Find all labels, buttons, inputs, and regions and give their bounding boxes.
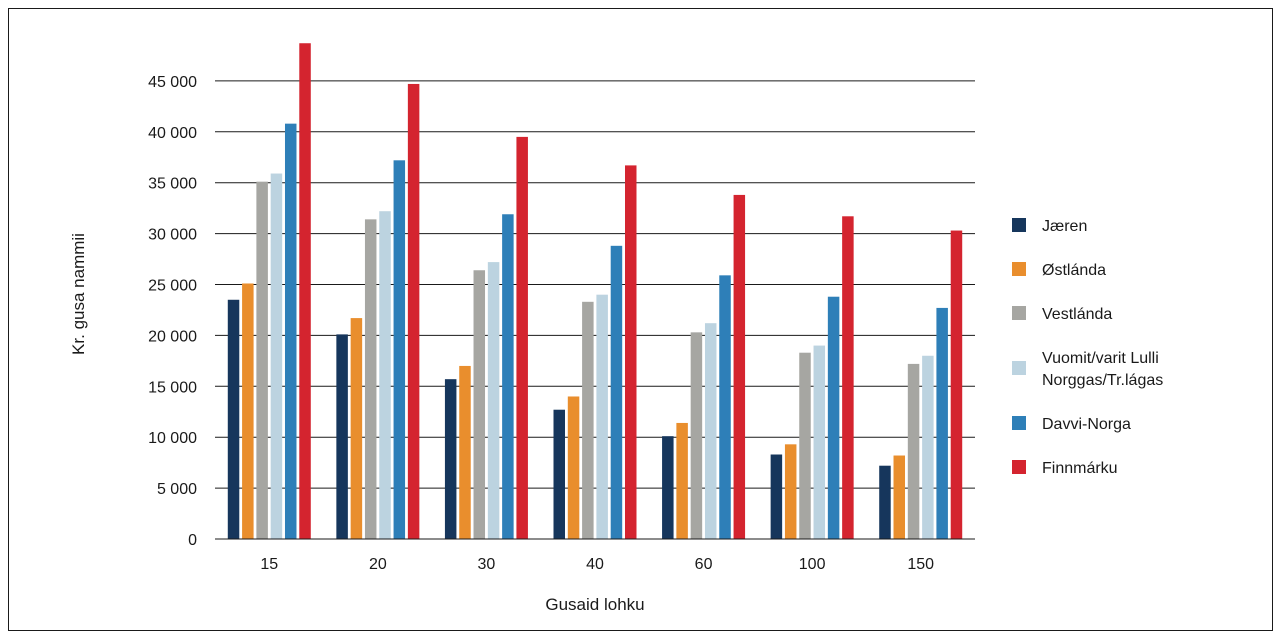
bar	[662, 436, 674, 539]
legend-label: Vestlánda	[1042, 306, 1112, 323]
bar	[299, 43, 311, 539]
bar	[459, 365, 471, 539]
y-tick-label: 0	[188, 532, 197, 549]
bar	[444, 379, 457, 539]
bars	[227, 43, 963, 540]
bar	[596, 294, 608, 539]
x-tick-label: 40	[586, 556, 604, 573]
bar	[502, 214, 514, 539]
legend-swatch	[1012, 218, 1026, 232]
bar	[256, 181, 268, 539]
bar	[516, 136, 528, 539]
x-axis-ticks: 15 20 30 40 60 100 150	[260, 556, 934, 573]
x-tick-label: 60	[695, 556, 713, 573]
legend-label: Vuomit/varit Lulli Norggas/Tr.lágas	[1042, 350, 1163, 389]
bar	[350, 318, 363, 539]
bar	[567, 396, 580, 539]
bar	[922, 355, 934, 539]
y-tick-label: 40 000	[148, 125, 197, 142]
bar	[813, 345, 826, 539]
x-tick-label: 100	[799, 556, 826, 573]
bar	[379, 211, 391, 540]
y-tick-label: 20 000	[148, 328, 197, 345]
x-axis-title: Gusaid lohku	[545, 595, 644, 614]
bar	[284, 123, 297, 539]
legend-swatch	[1012, 361, 1026, 375]
bar	[842, 216, 854, 539]
bar	[733, 194, 746, 539]
x-tick-label: 20	[369, 556, 387, 573]
y-axis-ticks: 0 5 000 10 000 15 000 20 000 25 000 30 000 35 0…	[148, 74, 197, 549]
bar	[242, 283, 254, 539]
bar	[893, 455, 906, 539]
bar	[582, 301, 594, 539]
legend-label: Østlánda	[1042, 262, 1106, 279]
bar	[936, 307, 948, 539]
bar	[610, 245, 623, 540]
bar	[487, 262, 500, 539]
legend-swatch	[1012, 416, 1026, 430]
bar	[227, 299, 240, 539]
legend-swatch	[1012, 262, 1026, 276]
bar	[364, 219, 377, 539]
bar	[407, 83, 420, 539]
bar	[704, 323, 717, 539]
bar	[827, 296, 840, 539]
legend-label: Jæren	[1042, 218, 1087, 235]
bar	[336, 334, 348, 539]
bar	[553, 409, 565, 539]
x-tick-label: 30	[478, 556, 496, 573]
legend-swatch	[1012, 460, 1026, 474]
bar	[625, 165, 637, 540]
y-axis-title: Kr. gusa nammii	[69, 233, 88, 355]
bar	[676, 422, 688, 539]
y-tick-label: 10 000	[148, 430, 197, 447]
y-tick-label: 35 000	[148, 176, 197, 193]
bar	[270, 173, 283, 539]
y-tick-label: 45 000	[148, 74, 197, 91]
bar	[907, 363, 920, 539]
legend: Jæren Østlánda Vestlánda Vuomit/varit Lulli…	[1012, 218, 1163, 477]
chart-frame	[8, 8, 1273, 631]
bar	[950, 230, 963, 539]
bar	[879, 465, 891, 539]
y-tick-label: 25 000	[148, 278, 197, 295]
x-tick-label: 150	[907, 556, 934, 573]
y-tick-label: 5 000	[157, 481, 197, 498]
bar	[784, 444, 797, 539]
legend-label: Finnmárku	[1042, 460, 1118, 477]
x-tick-label: 15	[260, 556, 278, 573]
y-tick-label: 30 000	[148, 227, 197, 244]
legend-label: Davvi-Norga	[1042, 416, 1131, 433]
bar	[799, 352, 811, 539]
y-tick-label: 15 000	[148, 379, 197, 396]
legend-swatch	[1012, 306, 1026, 320]
bar	[770, 454, 783, 539]
bar	[473, 270, 486, 539]
bar	[690, 332, 703, 539]
bar	[393, 160, 406, 539]
bar	[719, 275, 731, 539]
gridlines	[215, 80, 975, 489]
